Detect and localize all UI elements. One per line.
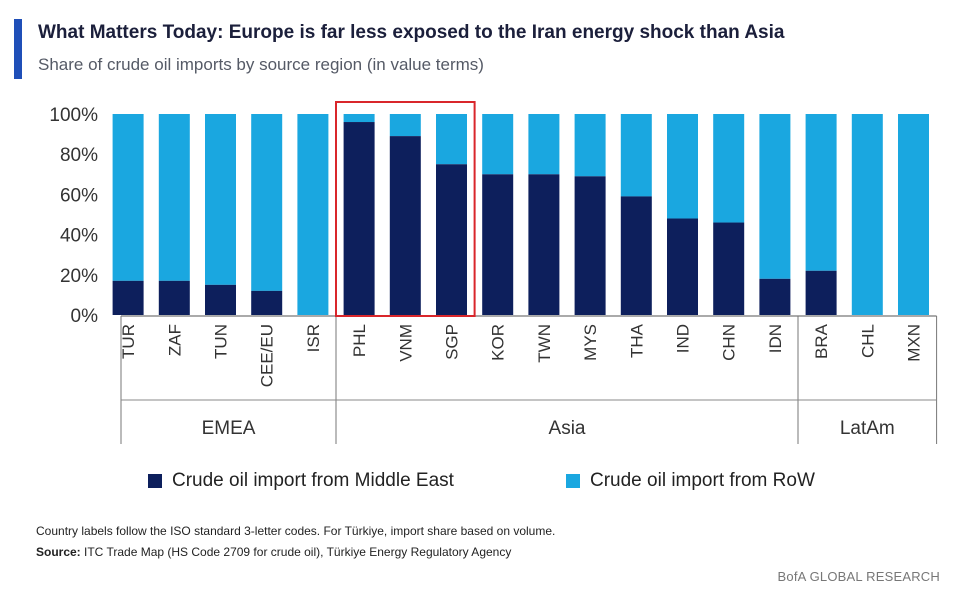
bar-row-tur (112, 114, 144, 281)
x-tick-label: TWN (535, 324, 554, 363)
bar-middle-east-idn (759, 278, 791, 315)
bar-row-chl (851, 114, 883, 315)
bar-row-phl (343, 114, 375, 123)
y-tick-label: 0% (71, 306, 99, 327)
bar-middle-east-sgp (436, 164, 467, 315)
legend-swatch-row (566, 474, 580, 488)
x-tick-label: ZAF (165, 324, 184, 356)
x-tick-label: TUR (119, 324, 138, 359)
x-tick-label: IND (674, 324, 693, 353)
legend-label-row: Crude oil import from RoW (590, 470, 815, 491)
x-axis-labels: TUR ZAF TUN CEE/EU ISR PHL VNM SGP KOR TWN MYS THA I… (119, 323, 923, 387)
highlight-box (335, 101, 476, 317)
stacked-bar-chart: 0% 20% 40% 60% 80% 100% TUR ZAF TUN CEE/EU ISR PHL… (49, 101, 938, 444)
x-tick-label: SGP (443, 324, 462, 360)
bar-row-ceeeu (251, 114, 283, 291)
bar-row-sgp (436, 114, 467, 165)
legend-item-middle-east: Crude oil import from Middle East (148, 470, 454, 492)
bar-middle-east-ceeeu (251, 290, 283, 315)
y-tick-label: 60% (60, 185, 98, 206)
x-tick-label: MYS (581, 324, 600, 361)
bar-row-vnm (389, 114, 421, 137)
bar-row-twn (528, 114, 560, 175)
bar-row-zaf (158, 114, 190, 281)
group-label-latam: LatAm (840, 418, 895, 439)
x-tick-label: VNM (396, 324, 415, 362)
x-tick-label: MXN (905, 324, 924, 362)
y-tick-label: 20% (60, 266, 98, 287)
x-tick-label: PHL (350, 324, 369, 357)
bar-middle-east-bra (805, 270, 837, 315)
title-accent-bar (14, 19, 22, 79)
legend-label-middle-east: Crude oil import from Middle East (172, 470, 454, 491)
y-tick-label: 100% (49, 105, 98, 126)
legend-swatch-middle-east (148, 474, 162, 488)
bar-row-idn (759, 114, 791, 279)
legend-item-row: Crude oil import from RoW (566, 470, 815, 492)
x-tick-label: IDN (766, 324, 785, 353)
bar-middle-east-zaf (158, 280, 190, 315)
bar-row-mys (574, 114, 606, 177)
bar-middle-east-vnm (389, 136, 421, 315)
bar-row-kor (482, 114, 514, 175)
chart-title: What Matters Today: Europe is far less e… (38, 22, 785, 43)
group-label-asia: Asia (549, 418, 586, 439)
x-tick-label: CHL (858, 324, 877, 358)
x-tick-label: KOR (489, 324, 508, 361)
x-tick-label: THA (627, 323, 646, 358)
bar-row-chn (713, 114, 745, 223)
source-line: Source: ITC Trade Map (HS Code 2709 for … (36, 545, 511, 559)
bars (112, 114, 929, 315)
x-tick-label: CHN (720, 324, 739, 361)
bar-middle-east-chn (713, 222, 745, 315)
x-tick-label: CEE/EU (258, 324, 277, 387)
bar-middle-east-kor (482, 174, 514, 315)
source-label: Source: (36, 545, 81, 559)
bar-row-bra (805, 114, 837, 271)
bar-row-isr (297, 114, 329, 315)
bar-middle-east-twn (528, 174, 560, 315)
x-tick-label: BRA (812, 323, 831, 359)
bar-row-tha (620, 114, 652, 197)
y-tick-label: 80% (60, 145, 98, 166)
group-labels: EMEA Asia LatAm (202, 418, 895, 439)
source-text: ITC Trade Map (HS Code 2709 for crude oi… (80, 545, 512, 559)
bar-middle-east-tha (620, 196, 652, 315)
bar-middle-east-tun (205, 284, 236, 315)
x-tick-label: ISR (304, 324, 323, 352)
bar-row-mxn (898, 114, 929, 315)
bar-row-tun (205, 114, 236, 285)
chart-subtitle: Share of crude oil imports by source reg… (38, 55, 484, 74)
y-tick-label: 40% (60, 226, 98, 247)
bar-middle-east-phl (343, 122, 375, 315)
x-axis (120, 315, 938, 444)
group-label-emea: EMEA (202, 418, 256, 439)
footnote: Country labels follow the ISO standard 3… (36, 524, 556, 538)
bar-middle-east-ind (667, 218, 698, 315)
y-axis-ticks: 0% 20% 40% 60% 80% 100% (49, 105, 98, 327)
brand-logo-text: BofA GLOBAL RESEARCH (777, 569, 940, 584)
bar-row-ind (667, 114, 698, 219)
bar-middle-east-tur (112, 280, 144, 315)
bar-middle-east-mys (574, 176, 606, 315)
x-tick-label: TUN (212, 324, 231, 359)
